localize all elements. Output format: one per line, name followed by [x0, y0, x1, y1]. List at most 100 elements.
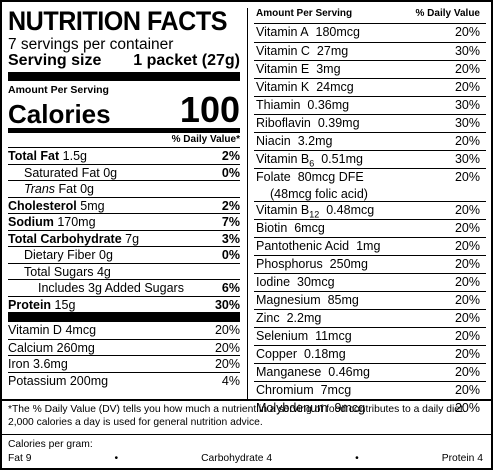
- calories-per-gram-divider: [2, 434, 491, 435]
- vitamin-row: Vitamin C 27mg 30%: [254, 42, 486, 60]
- nutrient-row-trans-fat: Trans Fat 0g: [8, 180, 240, 197]
- vitamin-row: Vitamin B6 0.51mg 30%: [254, 150, 486, 169]
- nutrient-dv: 7%: [221, 215, 240, 229]
- nutrient-dv: 20%: [454, 170, 480, 184]
- vitamin-row: Thiamin 0.36mg 30%: [254, 96, 486, 114]
- nutrient-name: Folate: [256, 170, 291, 184]
- nutrient-amount: 3.2mg: [297, 134, 333, 148]
- nutrient-amount: 2.2mg: [286, 311, 322, 325]
- nutrient-name: Thiamin: [256, 98, 301, 112]
- nutrient-amount: 80mcg DFE: [297, 170, 364, 184]
- vitamin-row: Chromium 7mcg 20%: [254, 381, 486, 399]
- nutrient-name: Protein: [8, 297, 52, 312]
- footnote-divider: [2, 399, 491, 401]
- nutrient-name: Vitamin D: [8, 323, 62, 337]
- amount-per-serving-header: Amount Per Serving: [256, 8, 353, 19]
- nutrient-amount: 11mcg: [315, 329, 352, 343]
- nutrient-dv: 20%: [454, 62, 480, 76]
- nutrient-row-total-carbohydrate: Total Carbohydrate 7g 3%: [8, 229, 240, 247]
- thick-divider-vitamins: [8, 312, 240, 322]
- nutrient-amount: 7g: [125, 231, 140, 246]
- serving-size-value: 1 packet (27g): [133, 52, 240, 69]
- nutrient-name: Niacin: [256, 134, 291, 148]
- nutrient-amount: 180mcg: [315, 25, 361, 39]
- nutrient-dv: 20%: [454, 134, 480, 148]
- nutrient-amount: 4g: [96, 264, 111, 279]
- vitamin-row-calcium: Calcium 260mg 20%: [8, 338, 240, 356]
- nutrient-dv: 20%: [454, 347, 480, 361]
- nutrient-amount: 27mg: [316, 44, 349, 58]
- serving-size-row: Serving size 1 packet (27g): [8, 52, 240, 70]
- nutrient-amount-detail: (48mcg folic acid): [270, 187, 368, 201]
- nutrient-amount: 3.6mg: [33, 357, 68, 371]
- nutrient-amount: 0g: [103, 165, 118, 180]
- vitamin-row-folate: Folate 80mcg DFE (48mcg folic acid) 20%: [254, 168, 486, 201]
- nutrient-amount: 7mcg: [320, 383, 352, 397]
- carbohydrate-calories: Carbohydrate 4: [201, 453, 273, 464]
- nutrient-name: Fat: [58, 182, 77, 196]
- vitamin-row: Selenium 11mcg 20%: [254, 327, 486, 345]
- nutrient-amount: 0g: [99, 248, 113, 262]
- nutrient-amount: 0.48mcg: [326, 203, 375, 217]
- nutrient-dv: 20%: [454, 221, 480, 235]
- nutrient-name: Vitamin K: [256, 80, 310, 94]
- nutrient-row-dietary-fiber: Dietary Fiber 0g 0%: [8, 246, 240, 263]
- nutrient-dv: 30%: [454, 116, 480, 130]
- vitamin-row: Magnesium 85mg 20%: [254, 291, 486, 309]
- right-column: Amount Per Serving % Daily Value Vitamin…: [254, 7, 486, 417]
- nutrient-dv: 6%: [221, 281, 240, 295]
- nutrient-subscript: 6: [309, 158, 315, 169]
- nutrient-name: Phosphorus: [256, 257, 323, 271]
- protein-calories: Protein 4: [441, 453, 483, 464]
- nutrient-name: Vitamin A: [256, 25, 309, 39]
- nutrient-dv: 0%: [221, 248, 240, 262]
- nutrient-dv: 0%: [221, 165, 240, 180]
- label-title: NUTRITION FACTS: [8, 6, 228, 36]
- nutrient-amount: 0.51mg: [321, 152, 363, 166]
- serving-size-label: Serving size: [8, 52, 102, 69]
- daily-value-header: % Daily Value*: [171, 134, 240, 145]
- daily-value-footnote: *The % Daily Value (DV) tells you how mu…: [8, 404, 466, 428]
- vitamin-row: Vitamin A 180mcg 20%: [254, 24, 486, 42]
- nutrient-name: Dietary Fiber: [24, 248, 96, 262]
- nutrient-name: Magnesium: [256, 293, 321, 307]
- nutrient-dv: 20%: [214, 323, 240, 337]
- calories-per-gram-row: Fat 9 • Carbohydrate 4 • Protein 4: [8, 452, 483, 465]
- nutrient-name: Selenium: [256, 329, 309, 343]
- nutrient-dv: 20%: [454, 365, 480, 379]
- nutrient-dv: 2%: [221, 198, 240, 213]
- vitamin-row: Niacin 3.2mg 20%: [254, 132, 486, 150]
- vitamin-row-potassium: Potassium 200mg 4%: [8, 371, 240, 389]
- nutrient-amount: 3mg: [316, 62, 341, 76]
- nutrient-amount: 0.36mg: [307, 98, 350, 112]
- nutrient-dv: 20%: [454, 257, 480, 271]
- calories-label: Calories: [8, 99, 111, 129]
- right-column-header: Amount Per Serving % Daily Value: [254, 7, 486, 24]
- nutrient-row-saturated-fat: Saturated Fat 0g 0%: [8, 163, 240, 181]
- calories-value: 100: [179, 89, 240, 130]
- vitamin-row: Zinc 2.2mg 20%: [254, 309, 486, 327]
- nutrient-dv: 20%: [454, 383, 480, 397]
- nutrient-name: Total Fat: [8, 149, 60, 163]
- fat-calories: Fat 9: [8, 453, 32, 464]
- nutrient-amount: 1.5g: [62, 149, 87, 163]
- nutrient-name: Vitamin E: [256, 62, 310, 76]
- nutrient-name: Sodium: [8, 215, 54, 229]
- nutrient-amount: 1mg: [356, 239, 381, 253]
- nutrient-amount: 30mcg: [297, 275, 335, 289]
- vitamin-row: Pantothenic Acid 1mg 20%: [254, 237, 486, 255]
- nutrient-name: Biotin: [256, 221, 288, 235]
- nutrient-amount: 5mg: [80, 198, 105, 213]
- nutrient-name: Total Carbohydrate: [8, 231, 122, 246]
- calories-row: Calories 100: [8, 89, 240, 130]
- nutrient-amount: 250mg: [329, 257, 368, 271]
- nutrient-dv: 30%: [454, 152, 480, 166]
- nutrient-name: Pantothenic Acid: [256, 239, 350, 253]
- vitamin-row-iron: Iron 3.6mg 20%: [8, 355, 240, 372]
- nutrient-dv: 20%: [454, 275, 480, 289]
- vitamin-row: Riboflavin 0.39mg 30%: [254, 114, 486, 132]
- vitamin-row-vitamin-d: Vitamin D 4mcg 20%: [8, 322, 240, 339]
- nutrient-row-total-fat: Total Fat 1.5g 2%: [8, 147, 240, 164]
- calories-per-gram-label: Calories per gram:: [8, 439, 93, 450]
- nutrient-dv: 30%: [454, 44, 480, 58]
